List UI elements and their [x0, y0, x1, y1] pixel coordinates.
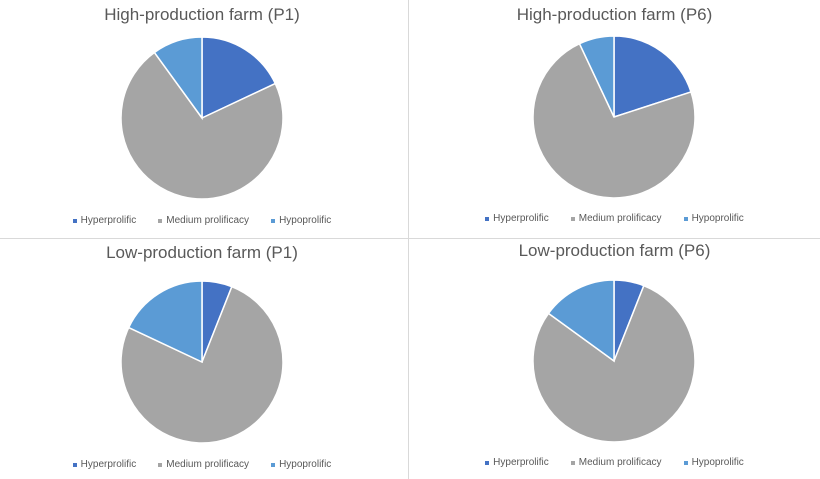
pie-panel-high-p6: High-production farm (P6) Hyperprolific …	[409, 0, 820, 238]
pie-slice-medium-prolificacy	[532, 284, 696, 443]
pie-slice-hyperprolific	[613, 35, 692, 119]
pie-chart	[532, 35, 696, 199]
legend-label: Hypoprolific	[691, 213, 744, 224]
legend-swatch	[158, 462, 163, 467]
legend-item-hyperprolific: Hyperprolific	[485, 213, 549, 224]
pie-panel-low-p1: Low-production farm (P1) Hyperprolific M…	[0, 239, 404, 479]
legend-swatch	[72, 218, 77, 223]
pie-chart	[532, 279, 696, 443]
legend-item-medium-prolificacy: Medium prolificacy	[158, 459, 249, 470]
pie-panel-high-p1: High-production farm (P1) Hyperprolific …	[0, 0, 404, 238]
legend-item-hypoprolific: Hypoprolific	[683, 213, 744, 224]
legend: Hyperprolific Medium prolificacy Hypopro…	[0, 215, 404, 226]
legend-item-hyperprolific: Hyperprolific	[72, 215, 137, 226]
legend-item-hypoprolific: Hypoprolific	[683, 457, 744, 468]
legend-item-hyperprolific: Hyperprolific	[485, 457, 549, 468]
legend-swatch	[271, 218, 276, 223]
chart-title: High-production farm (P1)	[104, 5, 300, 24]
legend-label: Hyperprolific	[493, 457, 549, 468]
legend-swatch	[158, 218, 163, 223]
legend-label: Medium prolificacy	[578, 213, 662, 224]
legend: Hyperprolific Medium prolificacy Hypopro…	[0, 459, 404, 470]
legend-item-medium-prolificacy: Medium prolificacy	[570, 213, 662, 224]
legend-swatch	[72, 462, 77, 467]
chart-title: High-production farm (P6)	[516, 5, 713, 24]
legend-swatch	[485, 460, 490, 465]
legend: Hyperprolific Medium prolificacy Hypopro…	[409, 213, 820, 224]
chart-title: Low-production farm (P1)	[106, 243, 298, 262]
pie-slice-medium-prolificacy	[532, 42, 696, 199]
legend-item-medium-prolificacy: Medium prolificacy	[158, 215, 249, 226]
legend-item-hypoprolific: Hypoprolific	[271, 459, 331, 470]
legend-swatch	[271, 462, 276, 467]
legend-item-hyperprolific: Hyperprolific	[72, 459, 137, 470]
legend-swatch	[683, 460, 688, 465]
pie-chart	[120, 36, 284, 200]
legend-label: Hyperprolific	[80, 459, 137, 470]
legend-label: Hypoprolific	[279, 459, 332, 470]
pie-slice-hypoprolific	[127, 280, 203, 364]
legend-label: Medium prolificacy	[578, 457, 662, 468]
pie-slice-medium-prolificacy	[120, 51, 284, 200]
legend-label: Medium prolificacy	[166, 459, 250, 470]
legend-swatch	[485, 216, 490, 221]
legend-swatch	[570, 460, 575, 465]
pie-chart	[120, 280, 284, 444]
chart-title: Low-production farm (P6)	[518, 241, 711, 260]
pie-slice-hypoprolific	[547, 279, 615, 363]
legend-label: Hypoprolific	[691, 457, 744, 468]
pie-panel-low-p6: Low-production farm (P6) Hyperprolific M…	[409, 239, 820, 479]
legend-item-medium-prolificacy: Medium prolificacy	[570, 457, 662, 468]
pie-slice-hypoprolific	[578, 35, 615, 118]
legend: Hyperprolific Medium prolificacy Hypopro…	[409, 457, 820, 468]
legend-swatch	[570, 216, 575, 221]
pie-slice-hyperprolific	[201, 36, 277, 120]
pie-slice-medium-prolificacy	[120, 285, 284, 444]
vertical-divider	[408, 0, 409, 479]
horizontal-divider	[0, 238, 820, 239]
legend-label: Medium prolificacy	[166, 215, 250, 226]
legend-label: Hyperprolific	[493, 213, 549, 224]
legend-item-hypoprolific: Hypoprolific	[271, 215, 331, 226]
pie-slice-hypoprolific	[153, 36, 203, 121]
legend-label: Hyperprolific	[80, 215, 137, 226]
legend-label: Hypoprolific	[279, 215, 332, 226]
legend-swatch	[683, 216, 688, 221]
